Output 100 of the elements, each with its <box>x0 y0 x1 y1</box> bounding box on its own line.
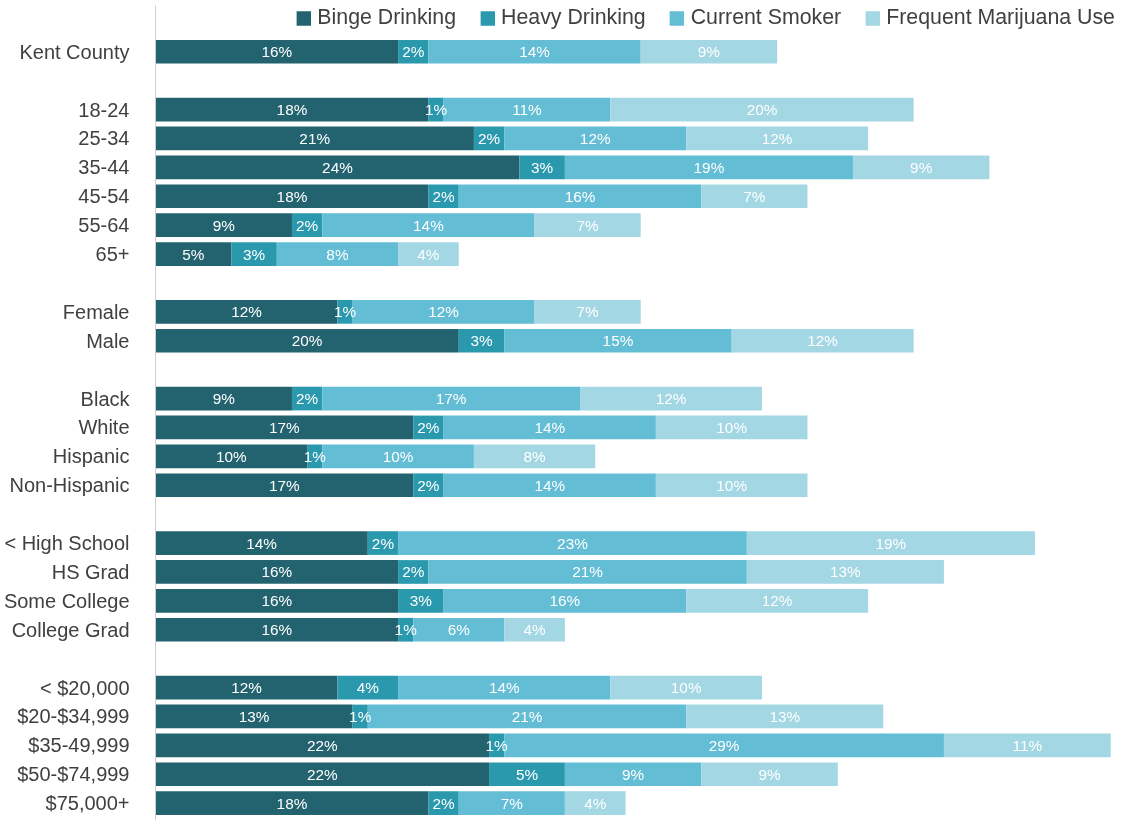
legend-label: Binge Drinking <box>317 5 457 30</box>
data-label: 1% <box>303 447 327 465</box>
y-tick-label: Male <box>86 329 130 352</box>
bar <box>322 386 581 411</box>
data-label: 1% <box>485 736 509 754</box>
y-tick-label: White <box>78 416 130 439</box>
data-label: 19% <box>875 534 907 552</box>
bar <box>443 473 656 498</box>
bar <box>686 589 869 613</box>
y-tick-label: Non-Hispanic <box>9 474 130 497</box>
data-label: 22% <box>306 736 338 754</box>
data-label: 14% <box>534 476 566 494</box>
bar <box>655 415 808 440</box>
y-tick-label: Black <box>80 387 131 410</box>
bar <box>155 762 490 787</box>
data-label: 4% <box>584 794 607 812</box>
data-label: 12% <box>231 303 263 321</box>
data-label: 14% <box>488 679 520 697</box>
y-tick-label: $75,000+ <box>45 792 130 815</box>
y-tick-label: $50-$74,999 <box>17 763 130 786</box>
bar <box>534 213 641 237</box>
data-label: 7% <box>576 303 600 321</box>
data-label: 23% <box>557 534 589 552</box>
bar <box>155 675 338 700</box>
data-label: 14% <box>246 534 278 552</box>
bar <box>534 300 641 324</box>
data-label: 16% <box>564 187 596 205</box>
data-label: 9% <box>212 390 236 408</box>
bar <box>564 791 626 816</box>
y-tick-label: Some College <box>3 589 130 612</box>
bar <box>564 762 702 787</box>
data-label: 12% <box>579 129 611 147</box>
data-label: 9% <box>910 158 933 176</box>
y-tick-label: 25-34 <box>78 127 130 150</box>
data-label: 17% <box>269 418 301 436</box>
data-label: 14% <box>519 43 551 61</box>
data-label: 3% <box>409 592 433 610</box>
bar <box>655 473 808 498</box>
legend-label: Frequent Marijuana Use <box>886 5 1115 30</box>
data-label: 2% <box>371 534 395 552</box>
bar <box>701 184 808 209</box>
data-label: 14% <box>534 418 566 436</box>
data-label: 2% <box>477 129 501 147</box>
data-label: 11% <box>512 101 543 119</box>
data-label: 8% <box>523 447 546 465</box>
data-label: 14% <box>413 216 445 234</box>
data-label: 10% <box>670 679 702 697</box>
bar <box>610 97 914 122</box>
data-label: 2% <box>402 43 425 61</box>
data-label: 2% <box>402 563 425 581</box>
bar <box>155 531 368 555</box>
bar <box>489 762 565 787</box>
data-label: 3% <box>470 332 493 350</box>
bar <box>701 762 838 787</box>
data-label: 10% <box>382 447 414 465</box>
bar <box>155 213 292 237</box>
bar <box>428 560 747 584</box>
data-label: 7% <box>576 216 600 234</box>
data-label: 2% <box>417 418 440 436</box>
data-label: 2% <box>432 187 456 205</box>
data-label: 18% <box>276 794 308 812</box>
bar <box>443 589 687 613</box>
data-label: 1% <box>349 707 372 725</box>
data-label: 9% <box>758 765 782 783</box>
data-label: 10% <box>215 447 248 465</box>
data-label: 3% <box>242 245 266 263</box>
data-label: 1% <box>333 303 357 321</box>
bar <box>504 126 687 151</box>
data-label: 18% <box>276 187 308 205</box>
data-label: 5% <box>515 765 539 783</box>
data-label: 7% <box>500 794 524 812</box>
data-label: 12% <box>761 592 793 610</box>
data-label: 9% <box>622 765 645 783</box>
data-label: 2% <box>296 216 319 234</box>
data-label: 29% <box>708 736 740 754</box>
data-label: 12% <box>807 332 839 350</box>
data-label: 16% <box>261 563 293 581</box>
data-label: 13% <box>830 563 862 581</box>
data-label: 4% <box>417 245 440 263</box>
legend-label: Heavy Drinking <box>501 5 646 30</box>
bar <box>155 791 429 816</box>
bar <box>231 242 277 266</box>
data-label: 19% <box>693 158 725 176</box>
data-label: 16% <box>261 43 293 61</box>
bar <box>852 155 990 180</box>
y-tick-label: $35-49,999 <box>28 734 130 757</box>
bar <box>473 444 596 469</box>
bar <box>322 213 535 237</box>
y-tick-label: 35-44 <box>78 156 130 179</box>
legend-label: Current Smoker <box>690 5 842 30</box>
y-tick-label: < High School <box>4 532 130 555</box>
bar <box>686 704 884 729</box>
data-label: 24% <box>322 158 354 176</box>
bar <box>746 531 1035 555</box>
y-tick-label: 45-54 <box>78 185 130 208</box>
data-label: 20% <box>746 101 778 119</box>
bar <box>398 531 747 555</box>
bar <box>443 415 656 440</box>
data-label: 13% <box>769 707 801 725</box>
data-label: 12% <box>428 303 460 321</box>
